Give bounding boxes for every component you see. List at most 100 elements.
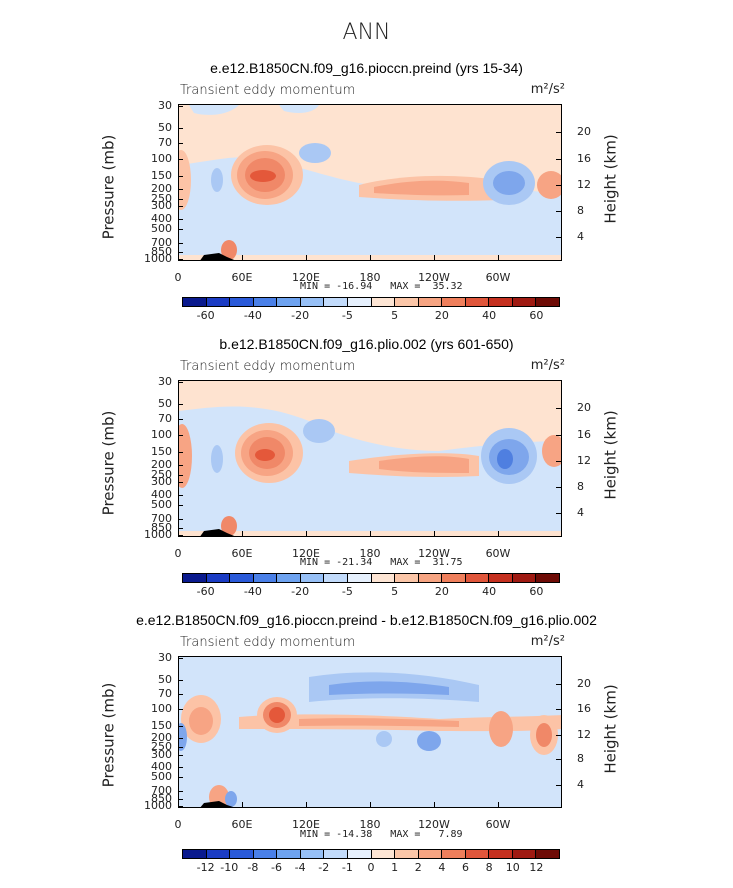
y-tick-mark: [178, 228, 183, 230]
y-tick-label: 300: [151, 475, 172, 489]
y-tick-mark: [178, 188, 183, 190]
x-tick-mark: [242, 802, 243, 807]
y-tick-label: 400: [151, 760, 172, 774]
y-tick-label: 50: [158, 121, 172, 135]
panel-title: b.e12.B1850CN.f09_g16.plio.002 (yrs 601-…: [219, 336, 514, 352]
pos-surface-left: [209, 785, 229, 807]
y-tick-label: 250: [151, 740, 172, 754]
x-tick-label: 60E: [231, 547, 253, 560]
y-tick-mark: [178, 482, 183, 484]
y-tick-label: 30: [158, 375, 172, 388]
topography: [200, 529, 235, 536]
topography: [200, 253, 235, 260]
variable-label: Transient eddy momentum: [180, 635, 356, 650]
min-max-label: MIN = -14.38 MAX = 7.89: [300, 829, 463, 840]
x-tick-mark: [306, 255, 307, 260]
neg-surface: [225, 791, 237, 807]
neg-region-top2: [279, 105, 319, 113]
colorbar-swatch: [465, 298, 490, 306]
x-tick-label: 180: [359, 271, 381, 284]
y-axis-title: Pressure (mb): [98, 134, 117, 240]
y-tick-label: 700: [151, 783, 172, 797]
colorbar-swatch: [536, 850, 559, 858]
y-tick-mark: [178, 527, 183, 529]
colorbar-label: 60: [529, 309, 544, 322]
y-tick-label: 500: [151, 769, 172, 783]
colorbar-swatch: [253, 298, 278, 306]
y-tick-mark: [178, 474, 183, 476]
y-tick-mark: [178, 806, 183, 807]
colorbar-swatch: [418, 574, 443, 582]
y-tick-label: 100: [151, 701, 172, 715]
x-tick-mark: [306, 531, 307, 536]
y-tick-label: 700: [151, 236, 172, 250]
colorbar-label: 6: [462, 861, 469, 874]
colorbar-label: 40: [482, 585, 497, 598]
y-tick-mark: [178, 158, 183, 160]
y-right-tick-label: 8: [577, 203, 584, 217]
colorbar-swatch: [395, 298, 419, 306]
colorbar-label: 4: [438, 861, 446, 874]
y-axis-right-title: Height (km): [601, 134, 620, 224]
x-tick-mark: [434, 802, 435, 807]
y-right-tick-mark: [556, 132, 561, 134]
x-tick-label: 120E: [292, 271, 320, 284]
colorbar-label: -5: [341, 585, 353, 598]
y-tick-mark: [178, 767, 183, 769]
x-tick-mark: [370, 255, 371, 260]
pos-right: [537, 171, 561, 199]
x-tick-label: 60E: [231, 818, 253, 831]
neg-120e: [299, 143, 331, 163]
x-tick-mark: [498, 255, 499, 260]
colorbar-swatch: [183, 298, 207, 306]
x-tick-label: 60W: [485, 547, 511, 560]
colorbar-label: -40: [243, 309, 262, 322]
colorbar-swatch: [536, 574, 559, 582]
neg-180: [376, 731, 392, 747]
y-tick-label: 1000: [144, 252, 172, 265]
y-tick-mark: [178, 418, 183, 420]
y-right-tick-label: 16: [577, 701, 591, 715]
y-tick-mark: [178, 495, 183, 497]
x-tick-label: 60W: [485, 271, 511, 284]
topography: [200, 801, 233, 807]
colorbar-swatch: [489, 574, 513, 582]
colorbar-label: 2: [414, 861, 422, 874]
y-right-tick-mark: [556, 708, 561, 710]
colorbar-label: -4: [294, 861, 306, 874]
colorbar-label: 12: [529, 861, 544, 874]
y-tick-label: 30: [158, 99, 172, 112]
y-right-tick-label: 12: [577, 178, 591, 192]
y-tick-label: 700: [151, 512, 172, 526]
y-tick-label: 850: [151, 520, 172, 534]
y-right-tick-label: 20: [577, 676, 591, 690]
y-right-tick-mark: [556, 185, 561, 187]
y-right-tick-label: 8: [577, 752, 584, 766]
y-right-tick-label: 12: [577, 454, 591, 468]
colorbar-swatch: [489, 298, 513, 306]
colorbar-label: -40: [243, 585, 262, 598]
colorbar-swatch: [300, 574, 325, 582]
colorbar-label: -8: [247, 861, 259, 874]
contour-svg: [179, 672, 561, 807]
y-tick-label: 1000: [144, 528, 172, 541]
x-tick-mark: [178, 802, 179, 807]
y-tick-label: 30: [158, 651, 172, 664]
x-tick-label: 180: [359, 818, 381, 831]
pos-band-inner: [374, 180, 469, 196]
colorbar-swatch: [418, 850, 443, 858]
panel-title: e.e12.B1850CN.f09_g16.pioccn.preind (yrs…: [210, 60, 523, 76]
y-tick-mark: [178, 251, 183, 253]
colorbar-swatch: [512, 574, 537, 582]
y-tick-mark: [178, 128, 183, 130]
y-tick-label: 150: [151, 718, 172, 732]
pos-max-core: [250, 170, 276, 182]
y-tick-mark: [178, 755, 183, 757]
pos-left: [179, 424, 192, 488]
colorbar-swatch: [442, 850, 466, 858]
pos-60w: [489, 711, 513, 747]
colorbar-label: -60: [196, 309, 215, 322]
x-tick-label: 60E: [231, 271, 253, 284]
x-tick-label: 0: [174, 818, 182, 831]
